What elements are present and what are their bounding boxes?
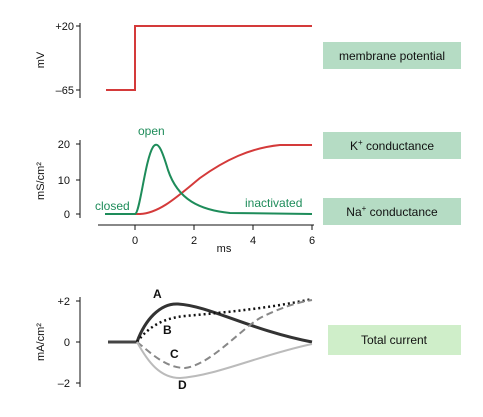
conductance-tick-label-20: 20 (58, 139, 70, 151)
total-current-label: Total current (361, 333, 428, 347)
curve-b (136, 297, 313, 343)
voltage-tick-label-minus65: –65 (56, 85, 74, 97)
x-tick-label-0: 0 (132, 235, 138, 247)
conductance-tick-label-10: 10 (58, 175, 70, 187)
label-open: open (138, 124, 165, 138)
conductance-tick-label-0: 0 (64, 209, 70, 221)
voltage-panel: mV +20 –65 membrane potential (35, 21, 461, 98)
total-current-box (328, 325, 461, 355)
voltage-tick-label-plus20: +20 (55, 21, 74, 33)
conductance-panel: mS/cm² 20 10 0 0 2 4 6 ms open closed in… (35, 124, 461, 255)
na-conductance-label: Na+ conductance (346, 204, 438, 219)
curve-label-a: A (153, 287, 162, 301)
x-tick-label-2: 2 (191, 235, 197, 247)
k-conductance-label: K+ conductance (350, 138, 434, 153)
na-conductance-box (323, 198, 461, 225)
conductance-y-label: mS/cm² (35, 162, 47, 200)
curve-a (135, 302, 313, 344)
membrane-potential-label: membrane potential (339, 49, 445, 63)
curve-label-c: C (170, 347, 179, 361)
current-y-label: mA/cm² (35, 323, 47, 361)
x-tick-label-6: 6 (309, 235, 315, 247)
current-panel: mA/cm² +2 0 –2 A B C D Total current (35, 287, 461, 392)
k-conductance-curve (105, 144, 312, 215)
x-tick-label-4: 4 (250, 235, 256, 247)
current-tick-label-0: 0 (64, 337, 70, 349)
curve-label-d: D (178, 378, 187, 392)
voltage-step-trace (106, 25, 312, 91)
label-inactivated: inactivated (245, 196, 302, 210)
current-tick-label-minus2: –2 (58, 378, 70, 390)
na-conductance-curve (105, 143, 313, 215)
label-closed: closed (95, 199, 130, 213)
membrane-potential-box (323, 42, 461, 69)
curve-c (136, 299, 313, 370)
x-axis-label-ms: ms (217, 243, 232, 255)
current-tick-label-plus2: +2 (57, 296, 70, 308)
k-conductance-box (323, 132, 461, 159)
curve-label-b: B (163, 323, 172, 337)
voltage-y-label: mV (35, 51, 47, 68)
curve-d (136, 341, 313, 380)
